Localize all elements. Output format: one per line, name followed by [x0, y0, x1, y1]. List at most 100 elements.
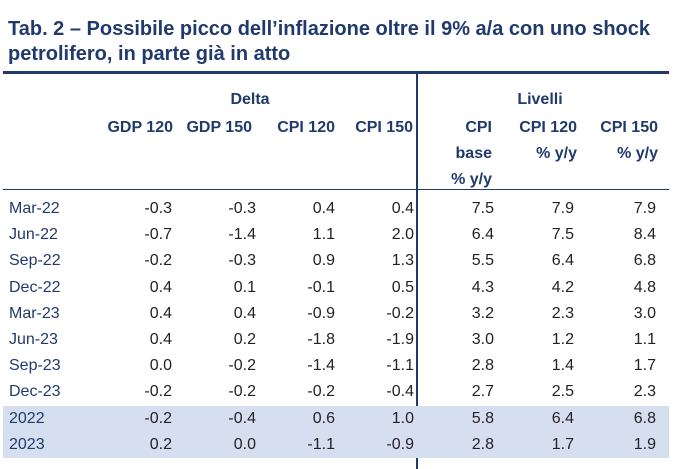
cell-livelli-cpi120: 1.7 — [551, 435, 574, 453]
table-row-annual: 2023 0.2 0.0 -1.1 -0.9 2.8 1.7 1.9 — [3, 431, 669, 458]
cell-livelli-cpi150: 6.8 — [633, 409, 656, 427]
table-row: Dec-22 0.4 0.1 -0.1 0.5 4.3 4.2 4.8 — [3, 275, 669, 301]
cell-gdp150: 0.2 — [233, 330, 256, 348]
cell-gdp120: -0.2 — [144, 409, 172, 427]
cell-livelli-cpi150: 1.7 — [633, 357, 656, 375]
table-row: Sep-22 -0.2 -0.3 0.9 1.3 5.5 6.4 6.8 — [3, 248, 669, 274]
header-livelli-cpi120: CPI 120 — [519, 119, 577, 136]
cell-gdp120: 0.4 — [149, 278, 172, 296]
cell-gdp120: 0.0 — [149, 357, 172, 375]
cell-livelli-cpi120: 7.5 — [551, 226, 574, 244]
cell-gdp120: -0.7 — [144, 226, 172, 244]
cell-gdp150: 0.1 — [233, 278, 256, 296]
cell-cpi150: 0.4 — [391, 200, 414, 217]
cell-livelli-cpi120: 2.3 — [551, 304, 574, 322]
table-row: Mar-23 0.4 0.4 -0.9 -0.2 3.2 2.3 3.0 — [3, 301, 669, 327]
cell-gdp120: -0.2 — [144, 252, 172, 270]
cell-livelli-cpi120: 1.2 — [551, 330, 574, 348]
cell-cpi-base: 2.8 — [471, 357, 494, 375]
row-label: 2022 — [9, 409, 45, 427]
cell-livelli-cpi150: 8.4 — [633, 226, 656, 244]
header-cpibase-line2: base — [455, 145, 492, 162]
column-divider — [416, 74, 418, 469]
cell-livelli-cpi150: 3.0 — [633, 304, 656, 322]
row-label: Dec-22 — [9, 278, 61, 296]
group-header-livelli: Livelli — [517, 91, 563, 108]
cell-cpi120: -0.2 — [307, 383, 335, 401]
header-cpi150: CPI 150 — [355, 119, 413, 136]
table-row: Jun-23 0.4 0.2 -1.8 -1.9 3.0 1.2 1.1 — [3, 327, 669, 353]
table-row: Dec-23 -0.2 -0.2 -0.2 -0.4 2.7 2.5 2.3 — [3, 379, 669, 405]
group-header-delta: Delta — [230, 91, 270, 108]
cell-gdp150: -0.2 — [228, 383, 256, 401]
cell-cpi-base: 3.0 — [471, 330, 494, 348]
cell-gdp150: -0.3 — [228, 252, 256, 270]
cell-cpi-base: 6.4 — [471, 226, 494, 244]
row-label: 2023 — [9, 435, 45, 453]
cell-livelli-cpi150: 7.9 — [633, 200, 656, 217]
table-row-annual: 2022 -0.2 -0.4 0.6 1.0 5.8 6.4 6.8 — [3, 405, 669, 432]
cell-cpi120: 0.6 — [312, 409, 335, 427]
header-livelli-cpi150: CPI 150 — [600, 119, 658, 136]
table-body: Mar-22 -0.3 -0.3 0.4 0.4 7.5 7.9 7.9 Jun… — [3, 196, 669, 458]
cell-cpi120: 0.4 — [312, 200, 335, 217]
header-gdp120: GDP 120 — [107, 119, 173, 136]
row-label: Mar-22 — [9, 200, 60, 217]
header-rule — [3, 189, 669, 190]
cell-livelli-cpi120: 6.4 — [551, 409, 574, 427]
cell-livelli-cpi150: 6.8 — [633, 252, 656, 270]
header-cpibase-line1: CPI — [465, 119, 492, 136]
table-row: Mar-22 -0.3 -0.3 0.4 0.4 7.5 7.9 7.9 — [3, 196, 669, 222]
cell-livelli-cpi150: 4.8 — [633, 278, 656, 296]
cell-livelli-cpi120: 4.2 — [551, 278, 574, 296]
row-label: Sep-23 — [9, 357, 61, 375]
cell-gdp120: 0.4 — [149, 304, 172, 322]
cell-cpi-base: 5.5 — [471, 252, 494, 270]
cell-cpi-base: 2.7 — [471, 383, 494, 401]
cell-gdp120: -0.2 — [144, 383, 172, 401]
cell-cpi-base: 5.8 — [471, 409, 494, 427]
cell-gdp150: 0.0 — [233, 435, 256, 453]
cell-livelli-cpi120: 6.4 — [551, 252, 574, 270]
cell-cpi150: 1.0 — [391, 409, 414, 427]
cell-cpi120: 0.9 — [312, 252, 335, 270]
cell-gdp120: -0.3 — [144, 200, 172, 217]
cell-cpi150: -1.9 — [386, 330, 414, 348]
row-label: Jun-22 — [9, 226, 58, 244]
cell-cpi150: -1.1 — [386, 357, 414, 375]
cell-cpi150: -0.4 — [386, 383, 414, 401]
header-cpibase-line3: % y/y — [451, 171, 492, 188]
header-livelli-cpi150-unit: % y/y — [617, 145, 658, 162]
cell-cpi120: -0.1 — [307, 278, 335, 296]
cell-cpi120: 1.1 — [312, 226, 335, 244]
header-gdp150: GDP 150 — [186, 119, 252, 136]
cell-livelli-cpi120: 2.5 — [551, 383, 574, 401]
cell-gdp120: 0.2 — [149, 435, 172, 453]
cell-livelli-cpi150: 1.9 — [633, 435, 656, 453]
row-label: Dec-23 — [9, 383, 61, 401]
cell-gdp150: -1.4 — [228, 226, 256, 244]
cell-livelli-cpi120: 7.9 — [551, 200, 574, 217]
top-rule — [3, 71, 669, 74]
cell-cpi150: -0.9 — [386, 435, 414, 453]
cell-cpi120: -1.8 — [307, 330, 335, 348]
cell-cpi150: 2.0 — [391, 226, 414, 244]
row-label: Mar-23 — [9, 304, 60, 322]
table-row: Jun-22 -0.7 -1.4 1.1 2.0 6.4 7.5 8.4 — [3, 222, 669, 248]
cell-cpi-base: 3.2 — [471, 304, 494, 322]
cell-cpi150: 1.3 — [391, 252, 414, 270]
cell-cpi-base: 4.3 — [471, 278, 494, 296]
table-row: Sep-23 0.0 -0.2 -1.4 -1.1 2.8 1.4 1.7 — [3, 353, 669, 379]
cell-cpi120: -0.9 — [307, 304, 335, 322]
cell-livelli-cpi150: 1.1 — [633, 330, 656, 348]
header-livelli-cpi120-unit: % y/y — [536, 145, 577, 162]
cell-cpi-base: 2.8 — [471, 435, 494, 453]
cell-cpi120: -1.1 — [307, 435, 335, 453]
cell-gdp150: -0.4 — [228, 409, 256, 427]
cell-gdp150: 0.4 — [233, 304, 256, 322]
cell-cpi150: 0.5 — [391, 278, 414, 296]
cell-gdp150: -0.3 — [228, 200, 256, 217]
cell-gdp150: -0.2 — [228, 357, 256, 375]
row-label: Sep-22 — [9, 252, 61, 270]
row-label: Jun-23 — [9, 330, 58, 348]
